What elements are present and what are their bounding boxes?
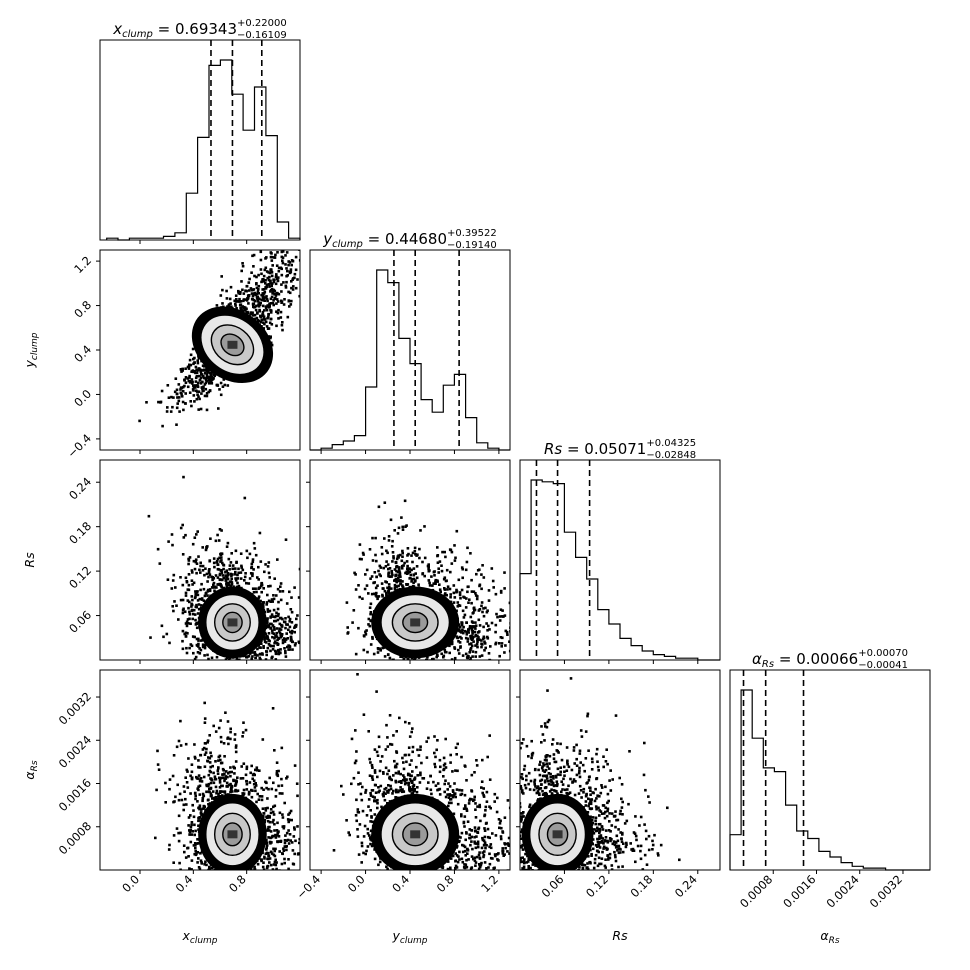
ytick-rs: 0.18 [66,519,94,547]
hist-y [310,269,510,451]
title-x: xclump = 0.69343+0.22000 [112,18,286,40]
xtick-a: 0.0024 [823,872,861,910]
title-minus-x: −0.16109 [237,30,287,41]
xtick-y: 0.8 [434,872,457,895]
xtick-rs: 0.18 [627,872,655,900]
axes-frame-3-0 [99,669,301,871]
xtick-rs: 0.12 [583,872,611,900]
title-minus-rs: −0.02848 [646,450,696,461]
axes-frame-3-2 [519,669,721,871]
hist-x [106,59,301,241]
panel-a-vs-y [310,670,510,870]
hist-a [729,689,930,871]
axis-label-rs: Rs [22,552,37,568]
axis-label-a: αRs [22,760,40,780]
ytick-a: 0.0016 [56,776,94,814]
ytick-y: 0.0 [71,387,94,410]
axis-label-y: yclump [22,332,40,368]
ytick-y: 0.4 [71,342,94,365]
xtick-y: 0.0 [345,872,368,895]
title-minus-y: −0.19140 [447,240,497,251]
xtick-rs: 0.24 [672,872,700,900]
axes-frame-2-2 [519,459,721,661]
ytick-a: 0.0032 [56,689,94,727]
xtick-a: 0.0016 [780,872,818,910]
ytick-y: 0.8 [71,298,94,321]
title-minus-a: −0.00041 [858,660,908,671]
ytick-y: −0.4 [64,431,94,461]
axes-frame-3-3 [729,669,931,871]
hist-rs [519,479,720,661]
panel-a-vs-x [100,670,300,870]
axes-frame-0-0 [99,39,301,241]
ytick-rs: 0.12 [66,563,94,591]
axis-label-x: xclump [181,928,217,946]
xtick-x: 0.0 [119,872,142,895]
xtick-y: 1.2 [478,872,501,895]
panel-rs-vs-x [100,460,300,660]
xtick-a: 0.0032 [867,872,905,910]
panel-a-vs-rs [520,670,720,870]
axis-label-y: yclump [391,928,427,946]
axes-frame-2-0 [99,459,301,661]
xtick-x: 0.8 [226,872,249,895]
xtick-y: 0.4 [389,872,412,895]
panel-rs-vs-y [310,460,510,660]
title-rs: Rs = 0.05071+0.04325 [544,438,696,458]
xtick-y: −0.4 [294,872,324,902]
title-y: yclump = 0.44680+0.39522 [322,228,496,250]
ytick-a: 0.0024 [56,732,94,770]
ytick-y: 1.2 [71,253,94,276]
axis-label-rs: Rs [612,928,628,943]
xtick-a: 0.0008 [737,872,775,910]
xtick-x: 0.4 [173,872,196,895]
ytick-rs: 0.24 [66,474,94,502]
title-a: αRs = 0.00066+0.00070 [752,648,908,670]
xtick-rs: 0.06 [539,872,567,900]
ytick-rs: 0.06 [66,608,94,636]
panel-y-vs-x [100,250,300,450]
axis-label-a: αRs [820,928,840,946]
ytick-a: 0.0008 [56,819,94,857]
